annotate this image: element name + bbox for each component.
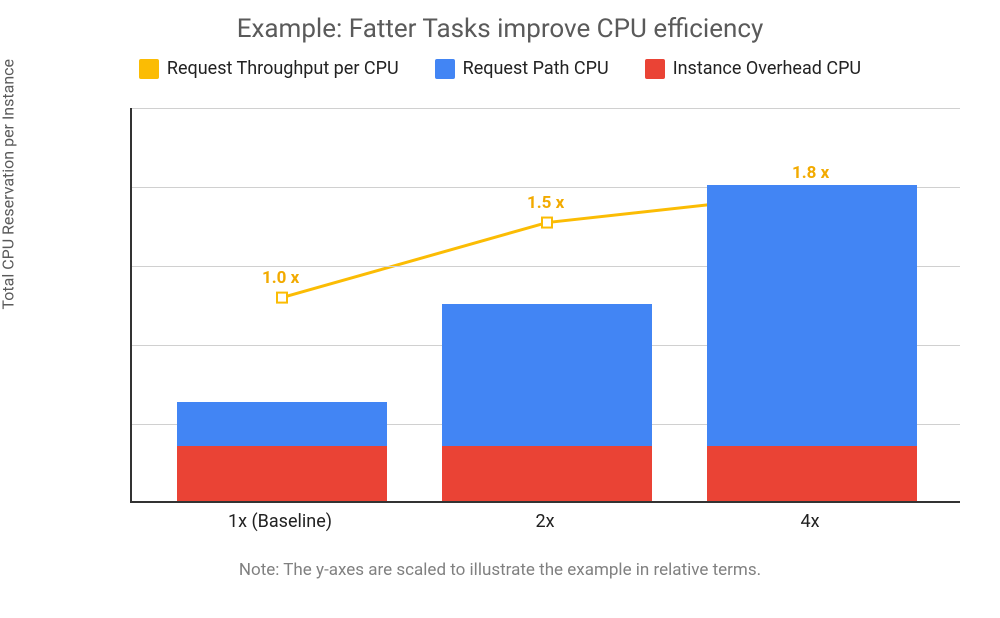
- legend-label-overhead: Instance Overhead CPU: [673, 58, 861, 79]
- legend-item-throughput: Request Throughput per CPU: [139, 58, 399, 79]
- legend-swatch-overhead: [645, 59, 665, 79]
- line-marker: [542, 218, 552, 228]
- legend-swatch-throughput: [139, 59, 159, 79]
- bar-segment: [177, 402, 387, 445]
- bar-segment: [707, 446, 917, 501]
- legend-label-requestpath: Request Path CPU: [463, 58, 609, 79]
- legend-swatch-requestpath: [435, 59, 455, 79]
- grid-line: [132, 108, 960, 109]
- bar-segment: [442, 446, 652, 501]
- plot-area: 1.0 x 1.5 x 1.8 x: [130, 108, 960, 503]
- line-data-label: 1.5 x: [527, 193, 564, 213]
- bar-segment: [707, 185, 917, 446]
- legend-item-overhead: Instance Overhead CPU: [645, 58, 861, 79]
- line-marker: [277, 293, 287, 303]
- x-axis-label-0: 1x (Baseline): [180, 511, 380, 532]
- legend-label-throughput: Request Throughput per CPU: [167, 58, 399, 79]
- chart-container: Example: Fatter Tasks improve CPU effici…: [0, 0, 1000, 618]
- x-axis-label-1: 2x: [445, 511, 645, 532]
- chart-title: Example: Fatter Tasks improve CPU effici…: [0, 14, 1000, 44]
- legend-item-requestpath: Request Path CPU: [435, 58, 609, 79]
- x-axis-label-2: 4x: [710, 511, 910, 532]
- bar-segment: [442, 304, 652, 446]
- line-data-label: 1.0 x: [262, 268, 299, 288]
- legend: Request Throughput per CPU Request Path …: [0, 58, 1000, 79]
- chart-footnote: Note: The y-axes are scaled to illustrat…: [0, 560, 1000, 580]
- bar-segment: [177, 446, 387, 501]
- line-data-label: 1.8 x: [792, 163, 829, 183]
- y-axis-label: Total CPU Reservation per Instance: [0, 59, 18, 310]
